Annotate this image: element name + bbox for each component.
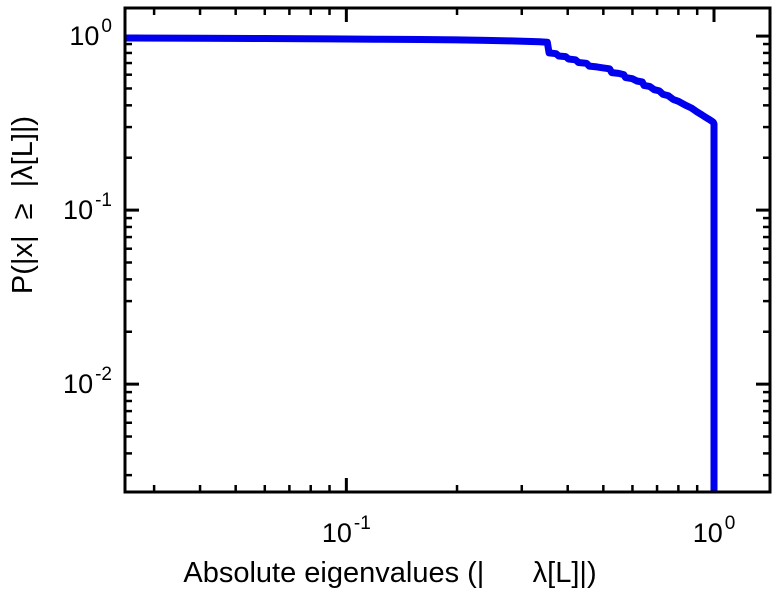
axis-ticks [125, 8, 770, 492]
plot-frame [123, 6, 772, 494]
axis-tick-labels: 10 -1 10 0 10 0 10 -1 10 -2 [63, 16, 735, 548]
y-tick-label: 10 0 [69, 16, 112, 51]
x-tick-label: 10 -1 [322, 513, 371, 548]
y-tick-label: 10 -2 [63, 364, 112, 399]
y-tick-label: 10 -1 [63, 190, 112, 225]
x-axis-label: Absolute eigenvalues (| λ[L]|) [183, 557, 596, 589]
x-tick-label: 10 0 [693, 513, 736, 548]
ccdf-curve [124, 34, 718, 492]
y-axis-label: P(|x| ≥ |λ[L]|) [7, 116, 39, 294]
